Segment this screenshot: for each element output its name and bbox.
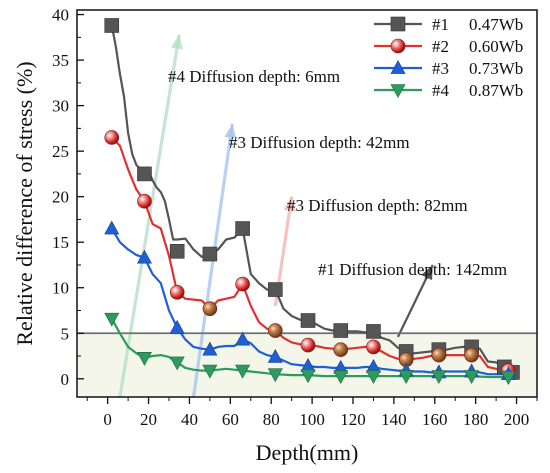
series-marker (169, 356, 185, 371)
series-marker (104, 312, 120, 327)
y-tick-label: 10 (52, 279, 69, 298)
series-marker (300, 369, 316, 384)
series-marker (300, 313, 316, 328)
x-tick-label: 180 (463, 410, 489, 429)
legend: #1 0.47Wb #2 0.60Wb #3 0.73Wb #4 0.87Wb (374, 15, 523, 100)
axes: 0 5 10 15 20 25 30 35 40 0 20 40 60 80 100 120 140 160 180… (52, 6, 538, 429)
legend-value: 0.87Wb (469, 81, 523, 100)
series-marker (268, 323, 283, 338)
series-marker (104, 220, 120, 235)
annotation-arrowhead (224, 123, 237, 139)
x-tick-label: 140 (381, 410, 407, 429)
y-axis-label: Relative difference of stress (%) (12, 61, 37, 345)
y-tick-label: 0 (61, 370, 70, 389)
x-tick-label: 100 (299, 410, 325, 429)
series-marker (267, 348, 283, 363)
x-tick-label: 200 (504, 410, 530, 429)
series-marker (390, 60, 406, 74)
y-tick-label: 5 (61, 324, 70, 343)
series-marker (500, 371, 516, 385)
legend-label: #3 (432, 59, 449, 78)
series-marker (464, 347, 479, 363)
y-tick-label: 15 (52, 233, 69, 252)
series-marker (398, 370, 414, 385)
series-marker (431, 347, 447, 363)
series-marker (431, 370, 447, 385)
annotation-label: #1 Diffusion depth: 142mm (318, 260, 507, 279)
annotation-label: #4 Diffusion depth: 6mm (168, 67, 340, 86)
series-marker (365, 370, 381, 385)
series-marker (366, 324, 381, 339)
x-tick-label: 160 (422, 410, 448, 429)
plot-frame (76, 9, 538, 398)
series-marker (300, 337, 316, 353)
x-tick-label: 60 (222, 410, 239, 429)
series-marker (104, 130, 120, 145)
series-marker (104, 18, 120, 33)
series-marker (333, 370, 349, 385)
series-marker (169, 284, 185, 300)
series-marker (202, 341, 218, 356)
series-markers (104, 18, 520, 385)
y-tick-label: 25 (52, 142, 69, 161)
legend-label: #4 (432, 81, 450, 100)
annotation-arrowhead (171, 34, 183, 50)
annotation-label: #3 Diffusion depth: 82mm (287, 196, 468, 215)
annotation-arrowhead (283, 196, 296, 212)
y-tick-label: 20 (52, 188, 69, 207)
series-marker (333, 342, 349, 357)
legend-label: #1 (432, 15, 449, 34)
series-marker (390, 84, 406, 98)
series-marker (202, 246, 218, 262)
series-marker (136, 249, 152, 264)
series-marker (390, 16, 406, 32)
series-marker (235, 331, 251, 346)
series-marker (235, 221, 250, 236)
y-tick-label: 30 (52, 97, 69, 116)
series-marker (268, 282, 283, 297)
series-marker (235, 364, 251, 379)
series-marker (169, 319, 185, 334)
annotation-arrowhead (421, 264, 433, 281)
x-tick-label: 40 (181, 410, 198, 429)
series-marker (136, 352, 152, 366)
legend-value: 0.47Wb (469, 15, 523, 34)
annotation-label: #3 Diffusion depth: 42mm (229, 133, 410, 152)
annotation-labels: #4 Diffusion depth: 6mm #3 Diffusion dept… (168, 67, 507, 279)
x-tick-label: 120 (340, 410, 366, 429)
series-marker (366, 339, 381, 355)
legend-value: 0.60Wb (469, 37, 523, 56)
series-marker (267, 368, 283, 383)
legend-label: #2 (432, 37, 449, 56)
x-tick-label: 80 (263, 410, 280, 429)
series-marker (333, 323, 349, 338)
series-marker (390, 38, 406, 54)
legend-value: 0.73Wb (469, 59, 523, 78)
x-tick-label: 0 (103, 410, 112, 429)
x-tick-label: 20 (140, 410, 157, 429)
series-marker (202, 364, 218, 379)
series-marker (137, 193, 152, 209)
y-tick-label: 35 (52, 51, 69, 70)
y-tick-label: 40 (52, 6, 69, 25)
series-marker (169, 244, 185, 259)
series-marker (464, 370, 480, 385)
series-marker (235, 276, 250, 292)
x-axis-label: Depth(mm) (256, 440, 359, 465)
series-marker (202, 301, 218, 316)
series-marker (137, 166, 152, 182)
